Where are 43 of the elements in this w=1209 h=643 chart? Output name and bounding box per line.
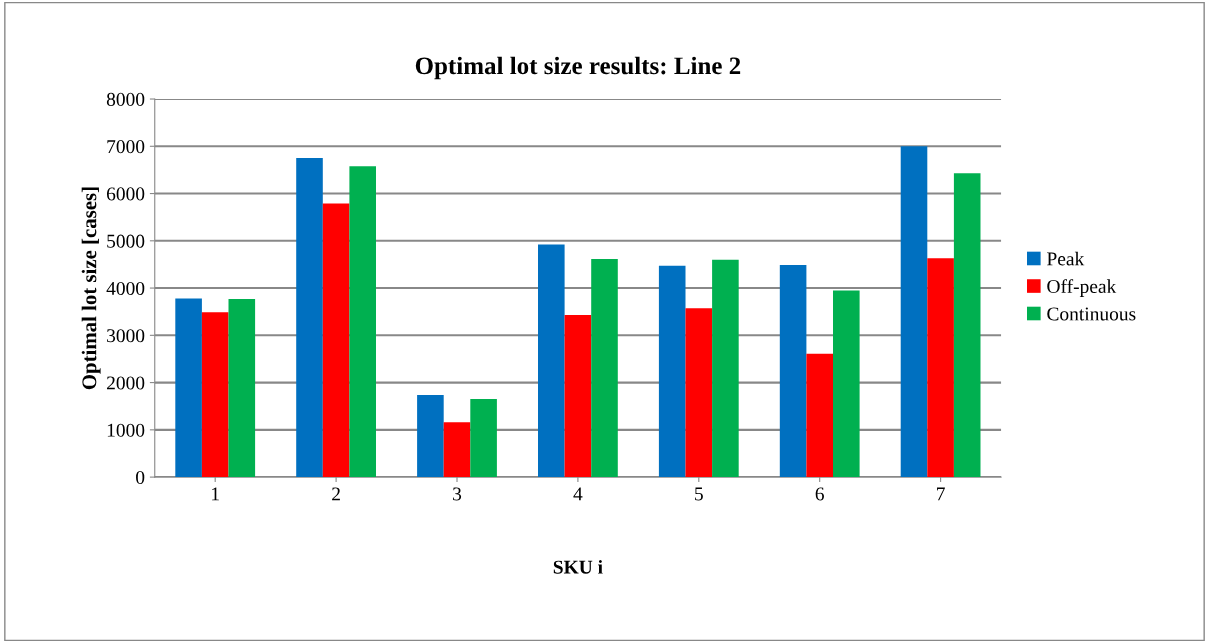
legend-label: Off-peak	[1047, 279, 1117, 297]
x-tick-label: 5	[695, 487, 703, 501]
bar	[779, 264, 807, 478]
y-axis-title: Optimal lot size [cases]	[81, 187, 101, 390]
y-tick-label: 7000	[107, 140, 145, 154]
bar	[591, 259, 618, 478]
bar	[470, 398, 497, 478]
bar	[443, 422, 471, 478]
bar	[927, 258, 954, 478]
legend-label: Peak	[1047, 251, 1085, 266]
bar	[953, 173, 981, 478]
bar	[538, 244, 565, 478]
y-tick-label: 2000	[106, 376, 145, 390]
x-tick-label: 2	[332, 487, 340, 501]
x-tick-label: 4	[573, 487, 583, 501]
bar	[833, 290, 860, 478]
bar	[685, 308, 713, 478]
bar	[228, 298, 256, 478]
y-tick-label: 5000	[107, 234, 145, 248]
bar	[806, 353, 833, 478]
legend-label: Continuous	[1047, 307, 1136, 321]
x-tick-label: 1	[212, 487, 219, 501]
bar	[658, 265, 686, 478]
y-tick-label: 0	[136, 470, 145, 485]
y-tick-label: 8000	[106, 92, 145, 106]
chart-title: Optimal lot size results: Line 2	[415, 56, 741, 80]
bar	[296, 158, 323, 478]
bar	[175, 298, 202, 478]
bar	[322, 203, 350, 478]
bar	[564, 315, 592, 478]
y-tick-label: 3000	[107, 329, 145, 343]
x-tick-label: 6	[815, 487, 824, 501]
bar	[201, 312, 229, 478]
y-tick-label: 4000	[106, 281, 145, 295]
bar	[712, 259, 739, 478]
bar	[417, 395, 444, 478]
y-tick-label: 6000	[106, 187, 145, 201]
y-tick-label: 1000	[107, 423, 145, 437]
x-axis-title: SKU i	[553, 560, 603, 574]
bar	[900, 146, 928, 478]
bar	[349, 166, 376, 478]
x-tick-label: 7	[937, 487, 945, 501]
x-tick-label: 3	[453, 487, 462, 501]
